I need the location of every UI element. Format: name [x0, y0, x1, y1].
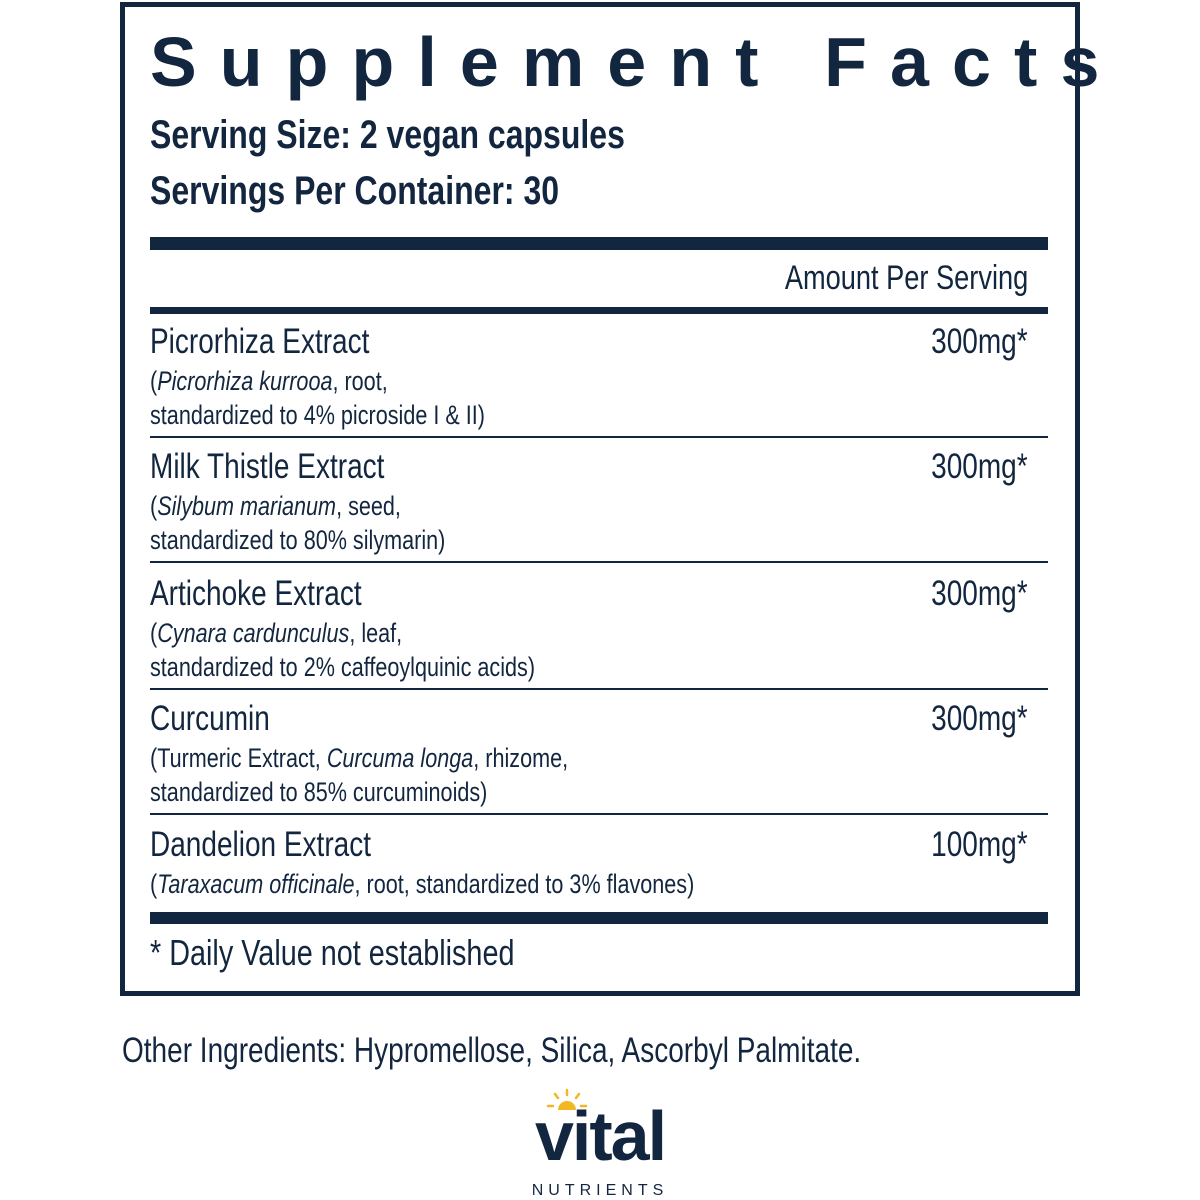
ingredient-standardization: standardized to 85% curcuminoids) — [150, 777, 488, 807]
detail-text: , root, standardized to 3% flavones) — [354, 869, 695, 899]
ingredient-standardization: standardized to 2% caffeoylquinic acids) — [150, 652, 536, 682]
ingredient-name: Artichoke Extract — [150, 574, 362, 613]
latin-name: Picrorhiza kurrooa — [157, 366, 333, 396]
ingredient-name: Milk Thistle Extract — [150, 447, 385, 486]
ingredient-detail: (Picrorhiza kurrooa, root, — [150, 364, 388, 398]
panel-title: Supplement Facts — [150, 23, 1123, 101]
servings-per-container: Servings Per Container: 30 — [150, 169, 560, 213]
supplement-facts-panel — [120, 2, 1080, 996]
ingredient-amount: 100mg* — [931, 825, 1028, 864]
row-divider — [150, 688, 1048, 690]
ingredient-amount: 300mg* — [931, 447, 1028, 486]
thick-divider — [150, 237, 1048, 250]
ingredient-amount: 300mg* — [931, 322, 1028, 361]
detail-prefix: ( — [150, 366, 158, 396]
latin-name: Curcuma longa — [326, 743, 474, 773]
footnote: * Daily Value not established — [150, 932, 515, 973]
ingredient-name: Picrorhiza Extract — [150, 322, 370, 361]
row-divider — [150, 561, 1048, 563]
ingredient-detail: (Cynara cardunculus, leaf, — [150, 616, 402, 650]
sun-icon — [546, 1088, 588, 1110]
amount-per-serving-header: Amount Per Serving — [784, 259, 1028, 297]
thick-divider-bottom — [150, 912, 1048, 924]
ingredient-name: Curcumin — [150, 699, 270, 738]
latin-name: Taraxacum officinale — [157, 869, 355, 899]
detail-text: , root, — [332, 366, 388, 396]
header-divider — [150, 307, 1048, 314]
latin-name: Cynara cardunculus — [157, 618, 350, 648]
ingredient-amount: 300mg* — [931, 699, 1028, 738]
logo-word: vital — [535, 1097, 665, 1175]
ingredient-detail: (Silybum marianum, seed, — [150, 489, 401, 523]
ingredient-standardization: standardized to 4% picroside I & II) — [150, 400, 485, 430]
detail-text: , rhizome, — [473, 743, 569, 773]
vital-nutrients-logo: vital NUTRIENTS — [532, 1088, 669, 1199]
serving-size: Serving Size: 2 vegan capsules — [150, 113, 625, 157]
logo-sub: NUTRIENTS — [532, 1182, 669, 1199]
detail-prefix: ( — [150, 618, 158, 648]
ingredient-detail: (Turmeric Extract, Curcuma longa, rhizom… — [150, 741, 568, 775]
detail-prefix: ( — [150, 869, 158, 899]
row-divider — [150, 436, 1048, 438]
other-ingredients: Other Ingredients: Hypromellose, Silica,… — [122, 1031, 862, 1070]
ingredient-standardization: standardized to 80% silymarin) — [150, 525, 446, 555]
ingredient-name: Dandelion Extract — [150, 825, 372, 864]
ingredient-amount: 300mg* — [931, 574, 1028, 613]
detail-prefix: ( — [150, 491, 158, 521]
detail-text: , leaf, — [349, 618, 403, 648]
detail-prefix: (Turmeric Extract, — [150, 743, 327, 773]
latin-name: Silybum marianum — [157, 491, 337, 521]
detail-text: , seed, — [336, 491, 401, 521]
row-divider — [150, 813, 1048, 815]
ingredient-detail: (Taraxacum officinale, root, standardize… — [150, 867, 694, 901]
